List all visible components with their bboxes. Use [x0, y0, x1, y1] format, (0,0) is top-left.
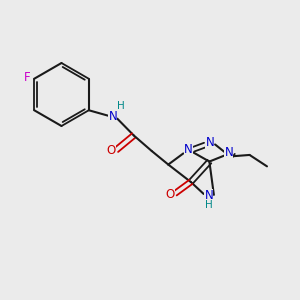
Text: H: H: [117, 101, 125, 111]
Text: N: N: [206, 136, 214, 149]
Text: O: O: [106, 144, 116, 157]
Text: F: F: [24, 71, 31, 84]
Text: H: H: [205, 200, 213, 210]
Text: N: N: [184, 143, 193, 156]
Text: O: O: [165, 188, 174, 201]
Text: N: N: [224, 146, 233, 159]
Text: N: N: [204, 189, 213, 202]
Text: N: N: [108, 110, 117, 123]
